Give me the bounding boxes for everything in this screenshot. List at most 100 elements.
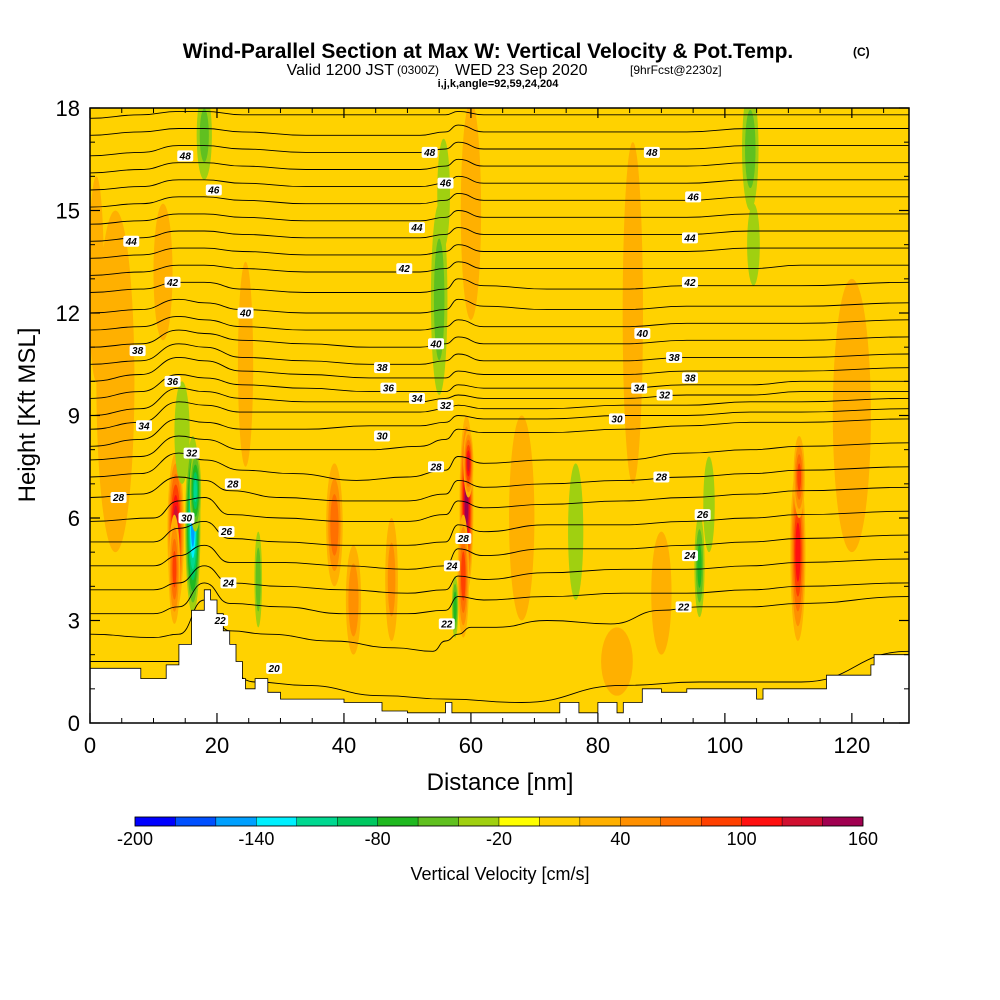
- contour-label-bg: [656, 389, 673, 401]
- colorbar-swatch: [579, 816, 621, 827]
- contour-label-text: 30: [611, 414, 623, 425]
- theta-contour: [90, 315, 909, 331]
- contour-label: 44: [123, 235, 140, 248]
- contour-label-text: 24: [445, 561, 458, 572]
- contour-label-text: 20: [268, 664, 281, 675]
- theta-contour: [90, 227, 909, 242]
- w-band: [437, 138, 450, 249]
- w-feature: [174, 381, 190, 484]
- theta-contour: [90, 486, 909, 522]
- index-label: i,j,k,angle=92,59,24,204: [438, 78, 560, 90]
- contour-label-bg: [694, 509, 711, 521]
- terrain-fill: [90, 589, 909, 723]
- w-band: [387, 542, 396, 617]
- contour-label-bg: [421, 146, 438, 158]
- theta-contour: [90, 329, 909, 348]
- theta-contour: [90, 356, 909, 382]
- contour-label-bg: [653, 471, 670, 483]
- contour-label-bg: [224, 478, 241, 490]
- y-tick-label: 3: [68, 609, 80, 634]
- theta-contour: [90, 558, 909, 594]
- colorbar-frame: [134, 816, 864, 827]
- contour-label-text: 34: [138, 421, 150, 432]
- w-feature: [509, 415, 535, 621]
- colorbar-tick-label: 40: [610, 829, 630, 849]
- contour-label-bg: [110, 492, 127, 503]
- w-feature: [694, 514, 705, 618]
- colorbar-swatch: [296, 816, 338, 827]
- contour-label-bg: [408, 392, 425, 404]
- contour-label: 30: [608, 413, 625, 425]
- contour-label-text: 24: [683, 551, 696, 562]
- contour-label: 36: [164, 375, 181, 388]
- colorbar-swatch: [134, 816, 176, 827]
- w-band: [255, 547, 261, 612]
- colorbar-swatch: [701, 816, 742, 827]
- contour-label-text: 22: [440, 619, 453, 630]
- w-band: [330, 494, 339, 556]
- contour-label: 24: [681, 550, 698, 562]
- contour-label: 42: [164, 276, 181, 289]
- contour-label: 22: [438, 618, 455, 630]
- w-feature: [747, 203, 760, 286]
- w-band: [568, 463, 584, 600]
- contour-label-text: 38: [132, 346, 144, 357]
- w-feature: [742, 108, 759, 211]
- contour-label-bg: [164, 375, 181, 387]
- w-band: [467, 455, 470, 472]
- contour-label: 46: [437, 177, 454, 190]
- contour-label-text: 30: [181, 514, 193, 525]
- contour-label-text: 42: [683, 278, 696, 289]
- contour-label: 46: [205, 184, 222, 197]
- w-band: [601, 627, 633, 696]
- w-feature: [793, 436, 805, 518]
- contour-label-bg: [675, 601, 692, 613]
- contour-label: 34: [408, 392, 425, 405]
- contour-label-text: 34: [411, 394, 423, 405]
- colorbar-swatch: [458, 816, 500, 827]
- contour-label-text: 38: [376, 363, 388, 374]
- w-band: [747, 203, 760, 286]
- theta-contour: [90, 466, 909, 502]
- contour-label-text: 48: [179, 151, 192, 162]
- contour-label: 38: [129, 345, 146, 357]
- colorbar-swatch: [417, 816, 459, 827]
- w-feature: [254, 531, 263, 628]
- w-feature: [832, 278, 871, 553]
- contour-label-text: 24: [222, 578, 235, 589]
- contour-label: 42: [396, 263, 413, 275]
- contour-label-text: 46: [439, 179, 452, 190]
- contour-label-text: 26: [696, 510, 709, 521]
- colorbar-swatch: [175, 816, 217, 827]
- w-feature: [189, 449, 202, 532]
- contour-label-bg: [455, 533, 472, 544]
- theta-contour: [90, 210, 909, 225]
- theta-contour: [90, 408, 909, 447]
- contour-label-text: 22: [214, 616, 227, 627]
- w-band: [745, 109, 756, 189]
- contour-label-text: 32: [659, 391, 671, 402]
- w-band: [795, 522, 801, 582]
- contour-label-bg: [396, 263, 413, 275]
- contour-label-bg: [374, 362, 391, 374]
- theta-contour: [90, 442, 909, 481]
- w-feature: [601, 627, 633, 696]
- contour-label-text: 28: [112, 493, 125, 504]
- colorbar-swatch: [377, 816, 419, 827]
- x-tick-label: 60: [459, 733, 483, 758]
- contour-label-bg: [205, 184, 222, 196]
- contour-label-text: 22: [677, 602, 690, 613]
- contour-label-bg: [681, 372, 698, 384]
- forecast-label: [9hrFcst@2230z]: [630, 63, 722, 77]
- contour-label-bg: [428, 338, 445, 350]
- x-tick-label: 80: [586, 733, 610, 758]
- theta-contour: [90, 418, 909, 461]
- w-band: [172, 551, 177, 588]
- contour-label-text: 32: [440, 401, 452, 412]
- contour-label-bg: [666, 351, 683, 363]
- contour-label: 32: [656, 389, 673, 402]
- contour-label: 20: [266, 662, 283, 675]
- contour-label: 38: [681, 372, 698, 384]
- colorbar-swatch: [660, 816, 702, 827]
- contour-label-text: 40: [636, 329, 649, 340]
